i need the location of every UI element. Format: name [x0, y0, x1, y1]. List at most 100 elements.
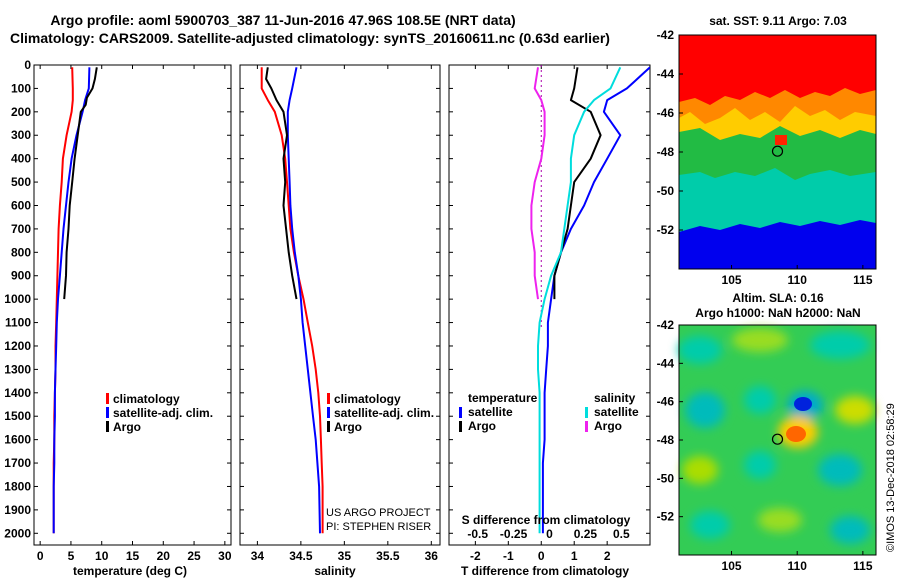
- tdiff-xlabel: T difference from climatology: [461, 564, 629, 578]
- map-y-tick-label: -46: [657, 395, 675, 409]
- credit-line2: PI: STEPHEN RISER: [326, 521, 431, 533]
- x-tick-label: 25: [187, 549, 201, 563]
- legend-swatch-climatology: [327, 393, 330, 404]
- credit-line1: US ARGO PROJECT: [326, 507, 431, 519]
- map-x-tick-label: 110: [788, 559, 808, 573]
- series-line-argo: [265, 67, 298, 300]
- legend-climatology: climatology: [334, 392, 401, 406]
- legend-climatology: climatology: [113, 392, 180, 406]
- sla-map-subtitle: Argo h1000: NaN h2000: NaN: [695, 306, 860, 320]
- x-tick-label: -1: [503, 549, 514, 563]
- map-y-tick-label: -52: [657, 223, 675, 237]
- y-tick-label: 1200: [4, 339, 31, 353]
- map-y-tick-label: -46: [657, 106, 675, 120]
- series-line-satellite-adj-clim-: [286, 67, 321, 534]
- x-tick-label: 0: [37, 549, 44, 563]
- series-line-argo: [63, 67, 98, 300]
- y-tick-label: 1000: [4, 292, 31, 306]
- x-tick-label-salinity: 0.5: [613, 527, 630, 541]
- y-tick-label: 1400: [4, 386, 31, 400]
- legend-satellite: satellite-adj. clim.: [113, 406, 213, 420]
- legend-argo: Argo: [334, 420, 362, 434]
- y-tick-label: 900: [11, 269, 31, 283]
- sdiff-xlabel: S difference from climatology: [462, 513, 631, 527]
- argo-float-marker: [771, 433, 784, 445]
- temperature-legend: climatology satellite-adj. clim. Argo: [106, 392, 213, 434]
- legend-swatch-sal-satellite: [585, 407, 588, 418]
- y-tick-label: 600: [11, 198, 31, 212]
- legend-swatch-sal-argo: [585, 421, 588, 432]
- x-tick-label: 10: [95, 549, 109, 563]
- salinity-axes: 34 34.5 35 35.5 36: [240, 64, 440, 563]
- y-tick-label: 1600: [4, 433, 31, 447]
- y-tick-label: 1700: [4, 456, 31, 470]
- legend-temperature-title: temperature: [468, 391, 538, 405]
- legend-sal-argo: Argo: [594, 419, 622, 433]
- x-tick-label: 0: [538, 549, 545, 563]
- temperature-xlabel: temperature (deg C): [73, 564, 187, 578]
- legend-swatch-argo: [106, 421, 109, 432]
- legend-swatch-argo: [327, 421, 330, 432]
- map-y-tick-label: -42: [657, 318, 675, 332]
- map-y-tick-label: -42: [657, 28, 675, 42]
- y-tick-label: 200: [11, 105, 31, 119]
- sst-map-axes: 105 110 115 -42 -44 -46 -48 -50 -52: [657, 28, 873, 287]
- salinity-lines: [260, 67, 324, 534]
- legend-swatch-temp-satellite: [459, 407, 462, 418]
- y-tick-label: 1500: [4, 409, 31, 423]
- y-tick-label: 700: [11, 222, 31, 236]
- legend-temp-satellite: satellite: [468, 405, 513, 419]
- x-tick-label-salinity: -0.25: [500, 527, 528, 541]
- y-tick-label: 1300: [4, 362, 31, 376]
- map-x-tick-label: 115: [853, 559, 873, 573]
- sla-map-axes: 105 110 115 -42 -44 -46 -48 -50 -52: [657, 318, 873, 573]
- sla-low-eddy: [794, 397, 812, 411]
- x-tick-label: 2: [604, 549, 611, 563]
- legend-argo: Argo: [113, 420, 141, 434]
- map-x-tick-label: 105: [722, 273, 742, 287]
- series-line-salinity-argo: [530, 67, 546, 300]
- y-tick-label: 400: [11, 152, 31, 166]
- temperature-axes: 0100200300400500600700800900100011001200…: [4, 58, 232, 563]
- sla-map: [678, 324, 877, 556]
- sst-band-red: [679, 35, 876, 105]
- map-y-tick-label: -50: [657, 184, 675, 198]
- map-y-tick-label: -44: [657, 67, 675, 81]
- salinity-legend: climatology satellite-adj. clim. Argo: [327, 392, 434, 434]
- x-tick-label-salinity: 0: [546, 527, 553, 541]
- sst-map-title: sat. SST: 9.11 Argo: 7.03: [709, 14, 847, 28]
- salinity-panel: [239, 64, 441, 546]
- legend-swatch-climatology: [106, 393, 109, 404]
- sst-map: [678, 34, 877, 270]
- map-x-tick-label: 110: [788, 273, 808, 287]
- legend-swatch-satellite: [327, 407, 330, 418]
- x-tick-label: 34: [251, 549, 265, 563]
- x-tick-label: 15: [126, 549, 140, 563]
- y-tick-label: 300: [11, 128, 31, 142]
- header-line1: Argo profile: aoml 5900703_387 11-Jun-20…: [50, 12, 515, 28]
- x-tick-label: 34.5: [289, 549, 313, 563]
- x-tick-label: 5: [68, 549, 75, 563]
- x-tick-label-salinity: 0.25: [574, 527, 598, 541]
- x-tick-label: 1: [571, 549, 578, 563]
- series-line-salinity-satellite: [537, 66, 622, 534]
- y-tick-label: 1100: [5, 316, 31, 330]
- legend-swatch-temp-argo: [459, 421, 462, 432]
- legend-sal-satellite: satellite: [594, 405, 639, 419]
- map-x-tick-label: 115: [853, 273, 873, 287]
- x-tick-label: 35: [338, 549, 352, 563]
- legend-temp-argo: Argo: [468, 419, 496, 433]
- difference-axes: -2 -1 0 1 2 -0.5 -0.25 0 0.25 0.5: [449, 64, 650, 563]
- x-tick-label-salinity: -0.5: [467, 527, 488, 541]
- imos-watermark: ©IMOS 13-Dec-2018 02:58:29: [885, 403, 897, 552]
- map-y-tick-label: -48: [657, 145, 675, 159]
- sst-warm-patch: [775, 135, 787, 145]
- difference-lines: [530, 66, 650, 534]
- map-y-tick-label: -48: [657, 433, 675, 447]
- y-tick-label: 1900: [4, 503, 31, 517]
- legend-satellite: satellite-adj. clim.: [334, 406, 434, 420]
- sla-map-title: Altim. SLA: 0.16: [732, 291, 824, 305]
- x-tick-label: 36: [425, 549, 439, 563]
- argo-float-marker: [771, 145, 784, 157]
